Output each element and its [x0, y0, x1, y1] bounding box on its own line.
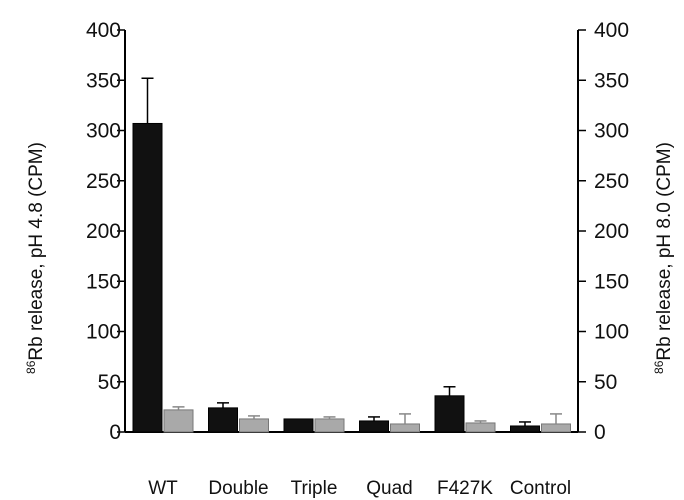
bar — [163, 409, 194, 433]
bar — [283, 418, 314, 433]
left-axis-ticks: 0 50 100 150 200 250 300 350 400 — [86, 19, 125, 444]
left-tick-label: 400 — [86, 19, 121, 42]
category-label: Control — [510, 478, 571, 499]
category-label: WT — [148, 478, 178, 499]
category-label: Double — [208, 478, 268, 499]
bar — [510, 425, 540, 433]
right-tick-label: 50 — [594, 371, 617, 394]
category-label: Quad — [366, 478, 412, 499]
right-tick-label: 400 — [594, 19, 629, 42]
right-tick-label: 350 — [594, 69, 629, 92]
axes — [124, 30, 579, 433]
bar — [359, 420, 389, 433]
bar — [541, 423, 571, 433]
left-tick-label: 50 — [98, 371, 121, 394]
bars — [132, 77, 571, 433]
right-tick-label: 200 — [594, 220, 629, 243]
bar — [465, 422, 496, 433]
left-tick-label: 350 — [86, 69, 121, 92]
left-axis-title-text: Rb release, pH 4.8 (CPM) — [26, 142, 47, 361]
right-axis-ticks: 0 50 100 150 200 250 300 350 400 — [578, 19, 629, 444]
right-axis-title: 86Rb release, pH 8.0 (CPM) — [652, 142, 675, 374]
category-labels: WT Double Triple Quad F427K Control — [148, 478, 571, 499]
left-tick-label: 100 — [86, 321, 121, 344]
bar — [314, 418, 345, 433]
left-tick-label: 200 — [86, 220, 121, 243]
left-tick-label: 250 — [86, 170, 121, 193]
category-label: F427K — [437, 478, 493, 499]
category-label: Triple — [291, 478, 338, 499]
bar — [434, 395, 465, 433]
left-tick-label: 150 — [86, 270, 121, 293]
left-tick-label: 0 — [109, 421, 121, 444]
bar — [208, 407, 238, 433]
bar — [239, 418, 269, 433]
bar — [132, 122, 163, 433]
right-tick-label: 300 — [594, 120, 629, 143]
right-axis-title-text: Rb release, pH 8.0 (CPM) — [654, 142, 675, 361]
right-tick-label: 250 — [594, 170, 629, 193]
right-axis-title-superscript: 86 — [652, 360, 666, 374]
right-tick-label: 150 — [594, 270, 629, 293]
left-axis-title: 86Rb release, pH 4.8 (CPM) — [24, 142, 47, 374]
left-tick-label: 300 — [86, 120, 121, 143]
bar — [390, 423, 420, 433]
left-axis-title-superscript: 86 — [24, 360, 38, 374]
right-tick-label: 100 — [594, 321, 629, 344]
right-tick-label: 0 — [594, 421, 606, 444]
